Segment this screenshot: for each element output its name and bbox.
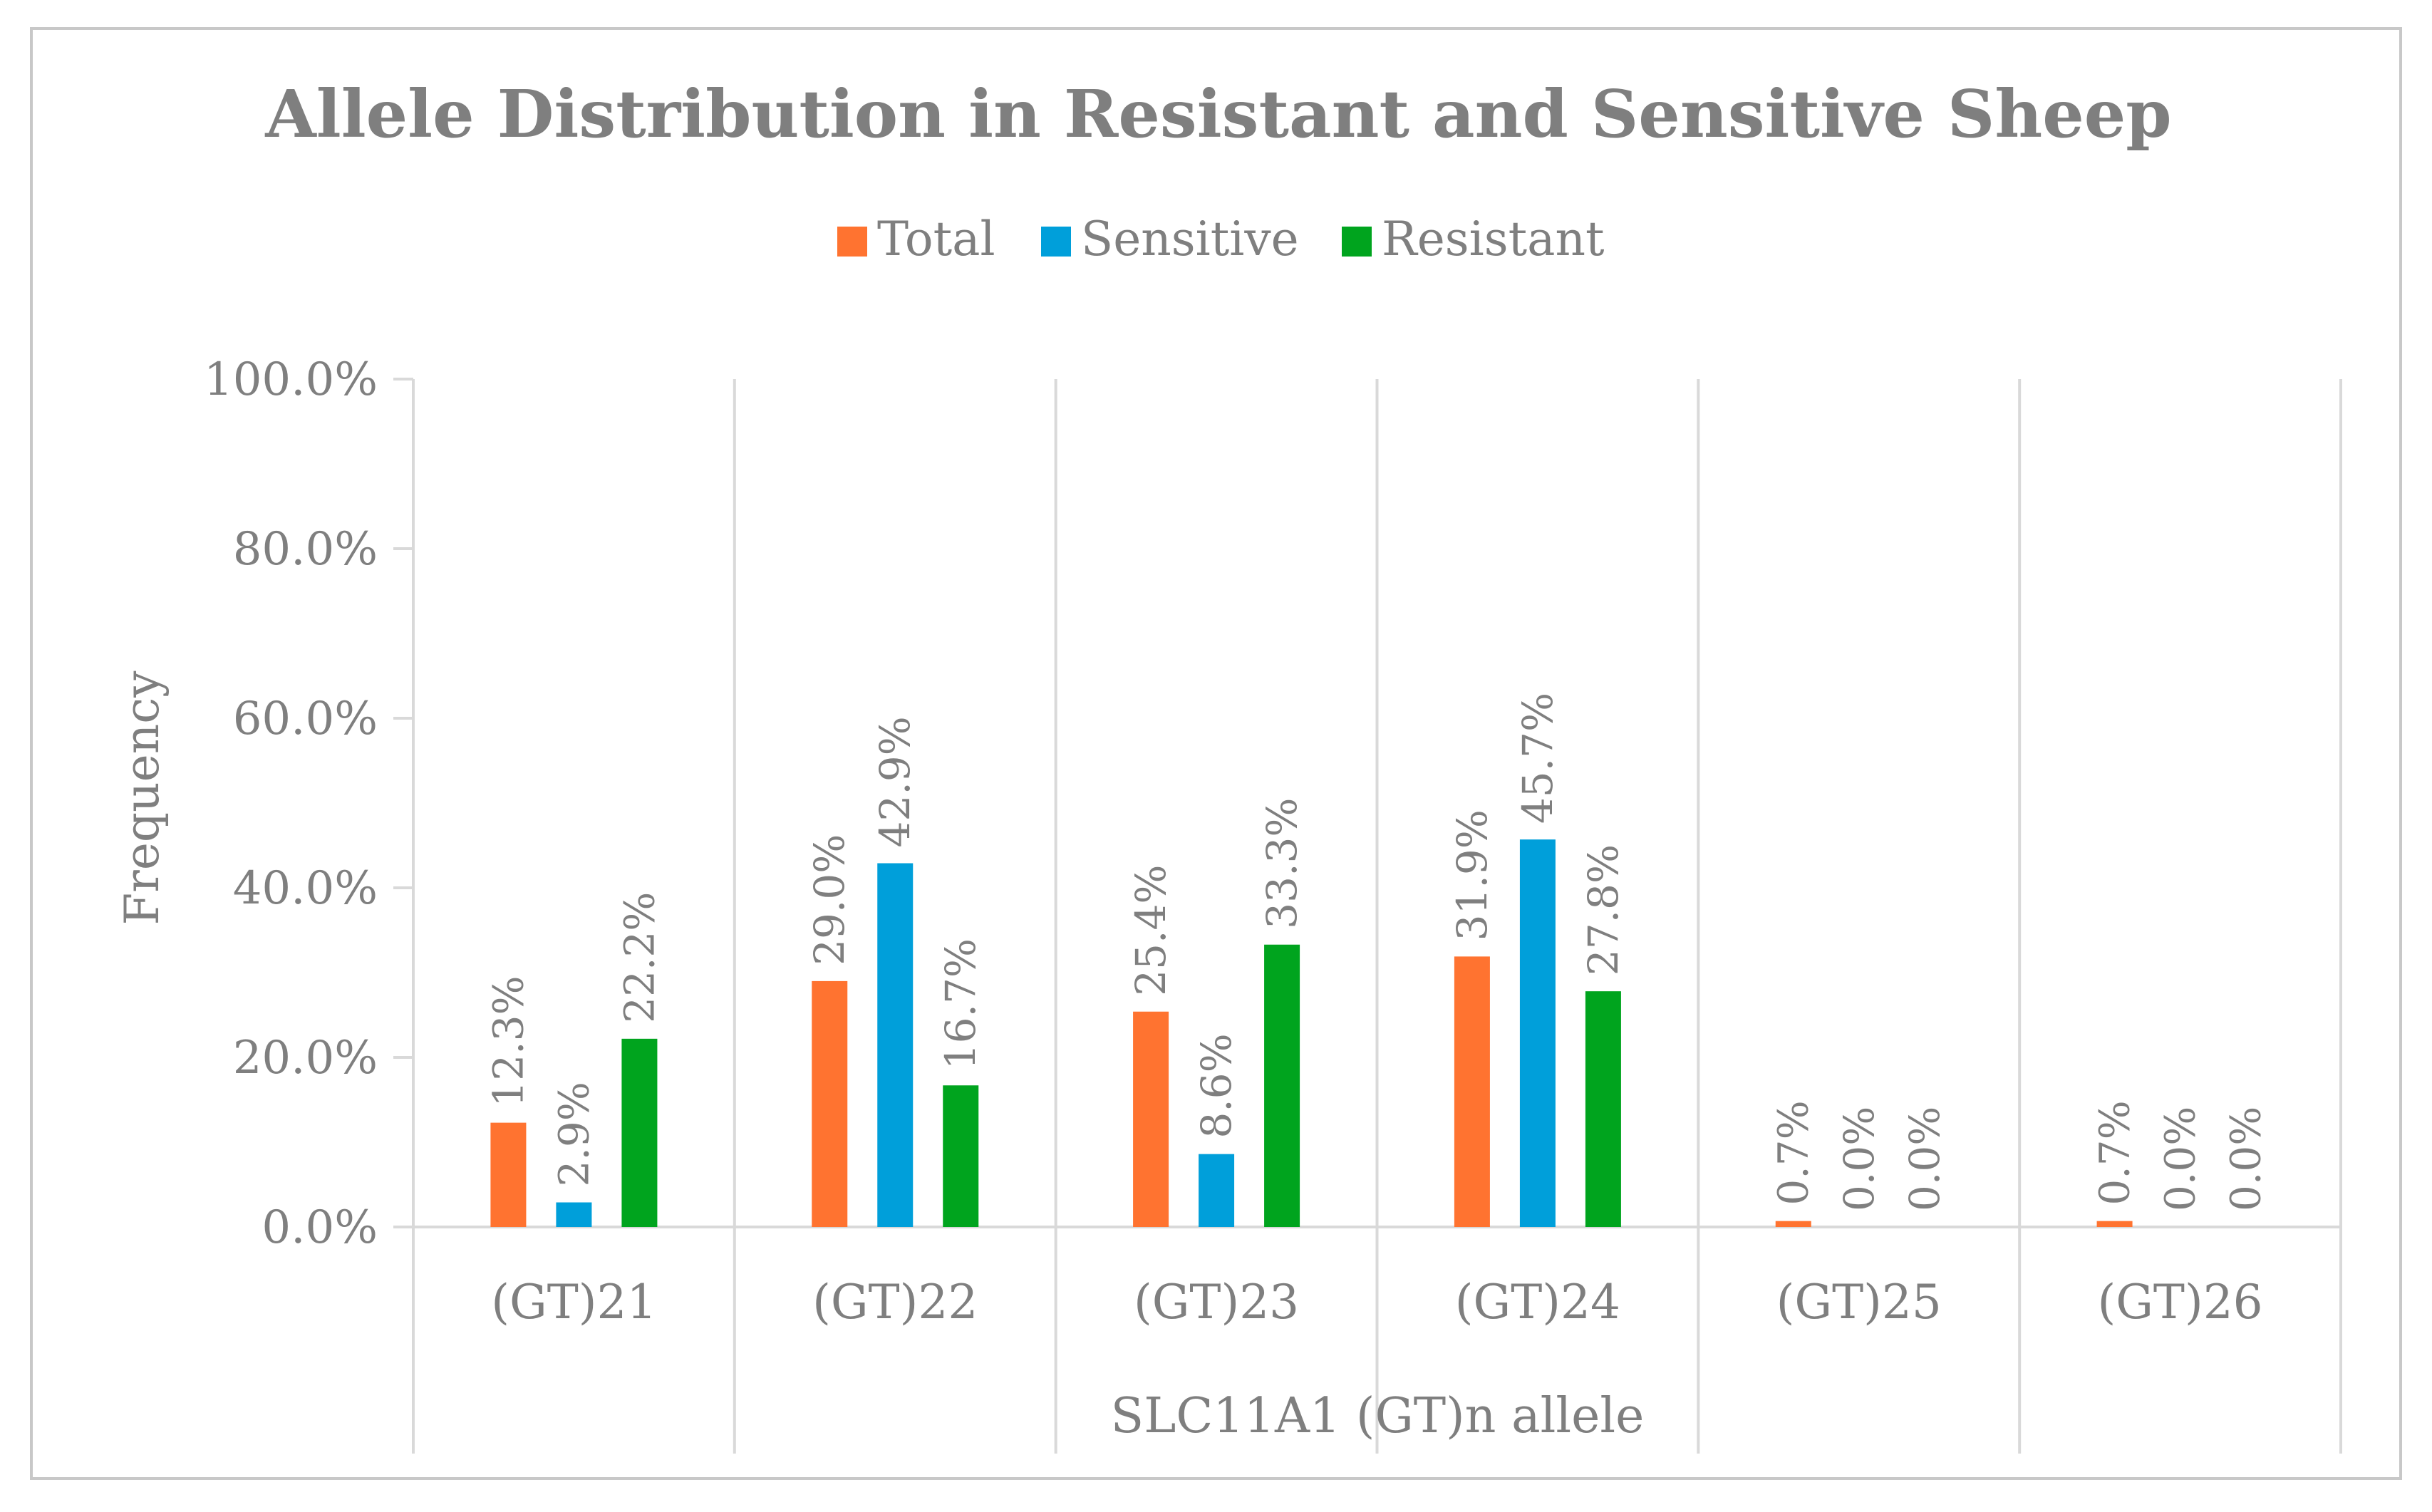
legend-swatch [837,227,867,257]
y-tick-label: 20.0% [233,1032,378,1084]
legend-label: Resistant [1382,212,1605,266]
legend-swatch [1041,227,1071,257]
data-label: 0.0% [2156,1107,2205,1211]
bar-total [1133,1011,1169,1227]
bar-resistant [1585,991,1621,1227]
data-label: 42.9% [871,716,919,847]
y-tick-label: 80.0% [233,523,378,576]
x-tick-label: (GT)26 [2097,1275,2262,1330]
x-axis-ticks: (GT)21 (GT)22 (GT)23 (GT)24 (GT)25 (GT)26 [491,1275,2262,1330]
legend-item-resistant: Resistant [1342,212,1605,266]
bar-total [2096,1221,2133,1227]
data-label: 0.7% [1769,1100,1818,1205]
y-tick-label: 60.0% [233,693,378,745]
data-label: 0.0% [2222,1107,2270,1211]
data-label: 31.9% [1448,809,1496,941]
y-axis-label: Frequency [115,670,170,926]
x-tick-label: (GT)23 [1134,1275,1299,1330]
bar-sensitive [556,1202,592,1227]
legend-swatch [1342,227,1372,257]
data-label: 12.3% [484,975,532,1107]
data-label: 45.7% [1513,693,1562,824]
x-tick-label: (GT)22 [812,1275,978,1330]
chart-border [30,27,2402,1480]
bar-sensitive [1519,839,1556,1227]
data-label: 16.7% [936,938,985,1070]
x-tick-label: (GT)25 [1776,1275,1942,1330]
data-label: 0.0% [1900,1107,1949,1211]
legend-label: Sensitive [1081,212,1299,266]
bar-total [812,980,848,1227]
legend-label: Total [877,212,995,266]
y-tick-label: 100.0% [204,353,378,406]
bar-total [1775,1221,1811,1227]
x-axis-label: SLC11A1 (GT)n allele [1111,1388,1645,1444]
data-label: 8.6% [1192,1033,1241,1138]
bar-resistant [1264,944,1300,1227]
data-label: 27.8% [1579,844,1628,975]
y-tick-label: 0.0% [262,1201,378,1254]
bar-resistant [621,1038,658,1227]
data-label: 25.4% [1127,864,1175,995]
legend-item-sensitive: Sensitive [1041,212,1299,266]
x-tick-label: (GT)21 [491,1275,656,1330]
bar-sensitive [877,863,914,1227]
data-label: 29.0% [805,834,854,965]
data-label: 0.0% [1835,1107,1883,1211]
y-axis-ticks: 0.0% 20.0% 40.0% 60.0% 80.0% 100.0% [204,353,378,1254]
y-tick-label: 40.0% [233,862,378,915]
bar-sensitive [1199,1154,1235,1227]
data-label: 22.2% [615,892,663,1023]
data-label: 0.7% [2091,1100,2139,1205]
bars [490,839,2133,1227]
legend: Total Sensitive Resistant [837,212,1605,266]
data-label: 2.9% [549,1082,598,1186]
chart-title: Allele Distribution in Resistant and Sen… [264,76,2171,152]
legend-item-total: Total [837,212,995,266]
bar-total [1454,956,1490,1227]
data-label: 33.3% [1258,797,1306,928]
x-tick-label: (GT)24 [1455,1275,1620,1330]
bar-total [490,1122,527,1227]
gridlines [393,378,2342,1454]
bar-resistant [943,1085,979,1227]
data-labels: 12.3% 2.9% 22.2% 29.0% 42.9% 16.7% 25.4% 8.6% 33… [484,693,2270,1211]
